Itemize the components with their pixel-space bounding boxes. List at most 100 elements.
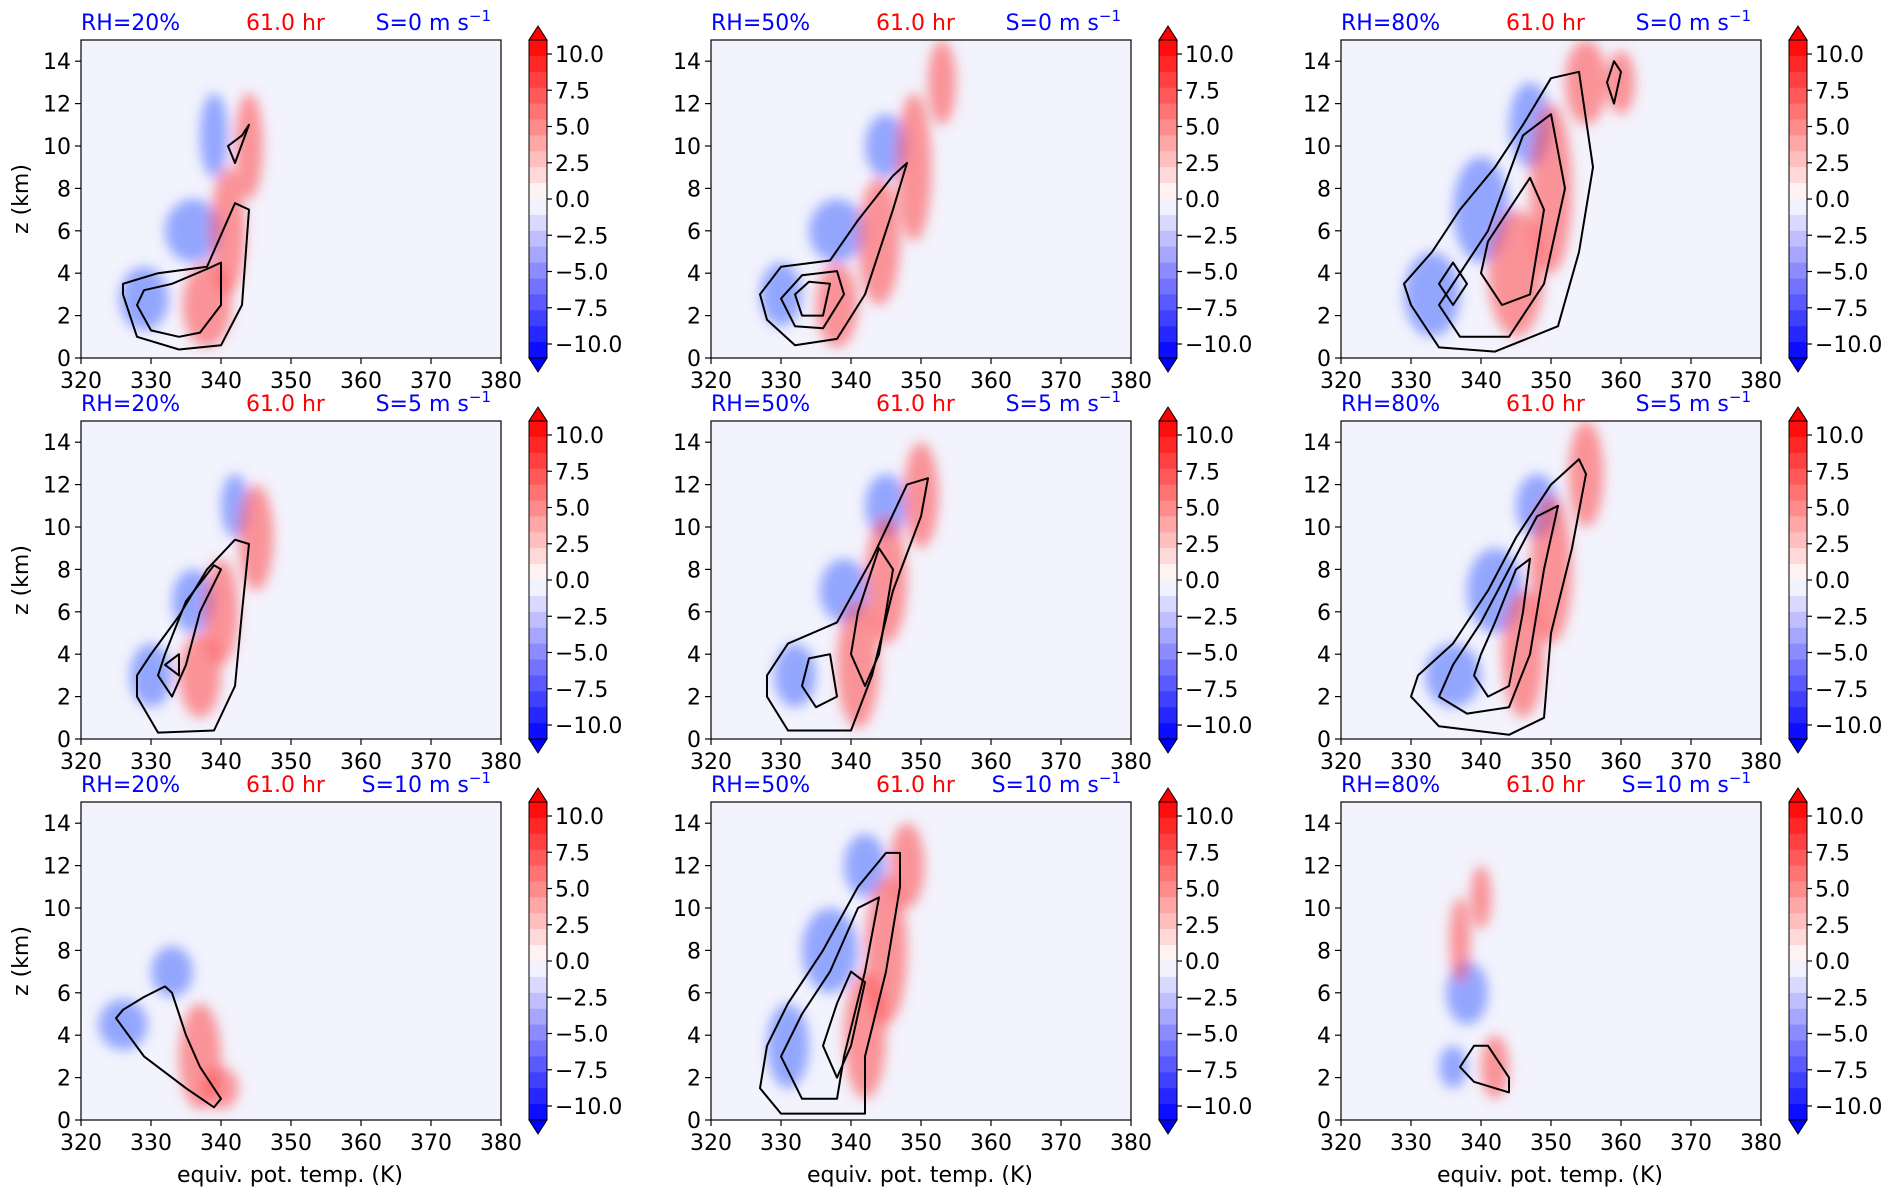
colorbar-tick-label: −2.5: [1185, 605, 1238, 630]
colorbar-band: [1159, 468, 1177, 486]
title-shear: S=10 m s−1: [1622, 769, 1751, 798]
title-shear: S=0 m s−1: [1006, 7, 1121, 36]
plot-background: [1341, 802, 1761, 1120]
contour-line: [850, 547, 894, 687]
colorbar-tick-label: 5.0: [1815, 497, 1850, 522]
panel-0-2: 320 330 340 350 360 370 380 0 2 4 6 8 10 12 14 RH=80% 61…: [1303, 7, 1882, 394]
colorbar-band: [529, 1040, 547, 1057]
positive-anomaly-region: [903, 442, 939, 549]
colorbar-tick-label: 10.0: [1815, 43, 1864, 68]
colorbar-band: [1789, 897, 1807, 914]
y-tick-label: 6: [1317, 220, 1331, 245]
colorbar-band: [529, 135, 547, 152]
colorbar-tick-label: 2.5: [555, 914, 590, 939]
colorbar-band: [1789, 849, 1807, 867]
colorbar-band: [529, 484, 547, 502]
colorbar-band: [529, 199, 547, 216]
colorbar-band: [1789, 278, 1807, 295]
colorbar-tick-label: 2.5: [1185, 914, 1220, 939]
colorbar-band: [529, 1008, 547, 1026]
x-tick-label: 320: [690, 750, 732, 775]
contour-line: [801, 653, 838, 709]
y-tick-label: 2: [687, 305, 701, 330]
y-tick-label: 10: [1303, 897, 1331, 922]
colorbar-band: [529, 294, 547, 311]
colorbar-tick-label: −2.5: [555, 605, 608, 630]
colorbar-tick-label: −2.5: [1815, 986, 1868, 1011]
colorbar-band: [1159, 833, 1177, 851]
colorbar-tick-label: −5.0: [555, 1023, 608, 1048]
colorbar-extend-min: [528, 738, 548, 754]
contour-line: [780, 896, 880, 1100]
colorbar-tick-label: −2.5: [1815, 605, 1868, 630]
negative-anomaly-region: [1439, 1045, 1467, 1089]
y-tick-label: 6: [687, 982, 701, 1007]
title-shear: S=10 m s−1: [362, 769, 491, 798]
colorbar-band: [1789, 913, 1807, 930]
colorbar-band: [1789, 992, 1807, 1010]
colorbar-band: [529, 548, 547, 565]
colorbar-band: [1789, 961, 1807, 978]
negative-anomaly-region: [865, 114, 907, 178]
y-tick-label: 10: [673, 897, 701, 922]
colorbar-extend-min: [1158, 738, 1178, 754]
title-rh: RH=80%: [1341, 392, 1440, 417]
colorbar-tick-label: 7.5: [1815, 841, 1850, 866]
colorbar-tick-label: −2.5: [555, 224, 608, 249]
colorbar-tick-label: 2.5: [555, 152, 590, 177]
x-tick-label: 380: [1740, 369, 1782, 394]
y-tick-label: 2: [57, 686, 71, 711]
contour-line: [164, 653, 180, 677]
title-rh: RH=80%: [1341, 11, 1440, 36]
colorbar-tick-label: −5.0: [555, 261, 608, 286]
colorbar-band: [1789, 246, 1807, 264]
colorbar-band: [529, 40, 547, 57]
colorbar-tick-label: 0.0: [555, 569, 590, 594]
positive-anomaly-region: [1470, 865, 1492, 930]
y-tick-label: 0: [687, 1109, 701, 1134]
colorbar-band: [529, 881, 547, 898]
contour-line: [1438, 113, 1566, 338]
colorbar-band: [1159, 1072, 1177, 1089]
x-axis-label-col-2: equiv. pot. temp. (K): [1437, 1163, 1663, 1188]
y-tick-label: 10: [1303, 135, 1331, 160]
colorbar-band: [1789, 564, 1807, 581]
colorbar-tick-label: 10.0: [1185, 43, 1234, 68]
colorbar-band: [1159, 135, 1177, 152]
title-rh: RH=20%: [81, 392, 180, 417]
colorbar-tick-label: 0.0: [1185, 950, 1220, 975]
colorbar-band: [1159, 707, 1177, 724]
negative-anomaly-region: [767, 1003, 809, 1089]
colorbar-tick-label: −10.0: [555, 1095, 622, 1120]
title-rh: RH=20%: [81, 11, 180, 36]
colorbar-band: [529, 961, 547, 978]
x-tick-label: 370: [1670, 1131, 1712, 1156]
positive-anomaly-region: [238, 484, 274, 591]
colorbar-band: [1159, 484, 1177, 502]
colorbar-band: [529, 468, 547, 486]
panel-0-1: 320 330 340 350 360 370 380 0 2 4 6 8 10 12 14 RH=50% 61…: [673, 7, 1252, 394]
colorbar-band: [1789, 262, 1807, 280]
y-tick-label: 14: [43, 812, 71, 837]
colorbar-band: [1789, 500, 1807, 517]
x-tick-label: 320: [690, 1131, 732, 1156]
colorbar-band: [1789, 199, 1807, 216]
y-tick-label: 0: [687, 347, 701, 372]
title-time: 61.0 hr: [876, 392, 956, 417]
y-tick-label: 14: [43, 431, 71, 456]
colorbar-band: [1159, 278, 1177, 295]
negative-anomaly-region: [98, 999, 148, 1051]
colorbar-band: [1159, 452, 1177, 470]
colorbar-tick-label: 5.0: [555, 497, 590, 522]
negative-anomaly-region: [151, 946, 193, 998]
colorbar-band: [529, 913, 547, 930]
colorbar-tick-label: 0.0: [1185, 569, 1220, 594]
colorbar-band: [1789, 119, 1807, 136]
x-tick-label: 380: [1110, 369, 1152, 394]
title-rh: RH=80%: [1341, 773, 1440, 798]
colorbar-band: [1159, 1056, 1177, 1073]
colorbar-tick-label: −2.5: [1185, 224, 1238, 249]
y-axis-label-row-2: z (km): [9, 926, 34, 996]
x-tick-label: 330: [760, 750, 802, 775]
colorbar-band: [1789, 548, 1807, 565]
